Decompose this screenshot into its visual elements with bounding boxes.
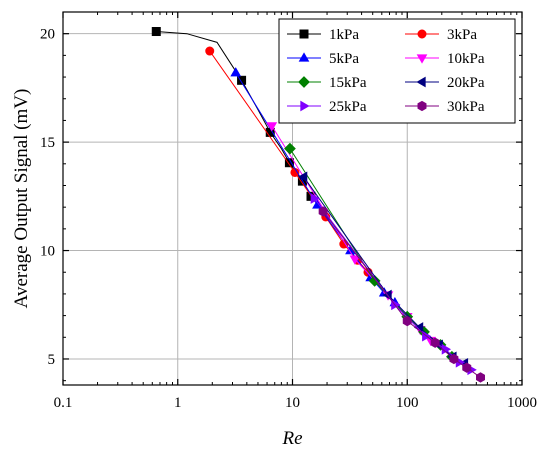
legend-label: 10kPa — [447, 51, 485, 67]
data-point — [349, 255, 361, 265]
legend-marker — [416, 54, 428, 64]
legend-marker — [300, 100, 310, 112]
y-tick-label: 20 — [40, 27, 55, 43]
y-tick-label: 15 — [40, 135, 55, 151]
x-tick-label: 10 — [285, 395, 300, 411]
legend-label: 25kPa — [329, 99, 367, 115]
series-line — [289, 148, 453, 358]
legend-label: 5kPa — [329, 51, 359, 67]
data-point — [402, 315, 412, 327]
y-axis-title: Average Output Signal (mV) — [11, 89, 32, 309]
legend-label: 1kPa — [329, 27, 359, 43]
legend-marker — [299, 29, 309, 39]
legend-label: 15kPa — [329, 75, 367, 91]
legend-marker — [298, 76, 310, 88]
x-tick-label: 0.1 — [54, 395, 73, 411]
data-point — [230, 67, 242, 77]
data-point — [297, 171, 308, 183]
data-point — [462, 362, 472, 373]
legend-label: 30kPa — [447, 99, 485, 115]
data-point — [266, 122, 278, 132]
series-30kPa — [318, 206, 486, 383]
legend-marker — [416, 76, 426, 88]
y-tick-label: 10 — [40, 244, 55, 260]
series-layer — [151, 27, 486, 383]
data-point — [151, 27, 161, 37]
data-point — [368, 275, 381, 287]
legend-label: 3kPa — [447, 27, 477, 43]
series-line — [303, 176, 465, 364]
legend-marker — [417, 29, 427, 39]
data-point — [237, 75, 247, 85]
series-15kPa — [284, 142, 458, 363]
data-point — [284, 158, 294, 168]
x-tick-label: 1000 — [507, 395, 537, 411]
legend-marker — [417, 100, 427, 112]
data-point — [205, 46, 215, 56]
x-axis-title: Re — [281, 428, 302, 449]
data-point — [310, 193, 320, 204]
legend-marker — [298, 52, 310, 62]
legend: 1kPa 3kPa 5kPa 10kPa 15kPa 20kPa 25kPa 30kPa — [278, 18, 516, 124]
data-point — [449, 353, 459, 365]
y-tick-label: 5 — [48, 352, 56, 368]
data-point — [284, 142, 296, 155]
data-point — [391, 299, 401, 311]
data-point — [476, 372, 486, 383]
x-tick-label: 1 — [174, 395, 182, 411]
legend-label: 20kPa — [447, 75, 485, 91]
x-tick-label: 100 — [396, 395, 419, 411]
data-point — [318, 206, 328, 217]
data-point — [430, 337, 440, 348]
ticks: 0.1 1 10 100 1000 5 10 15 20 — [40, 11, 537, 411]
